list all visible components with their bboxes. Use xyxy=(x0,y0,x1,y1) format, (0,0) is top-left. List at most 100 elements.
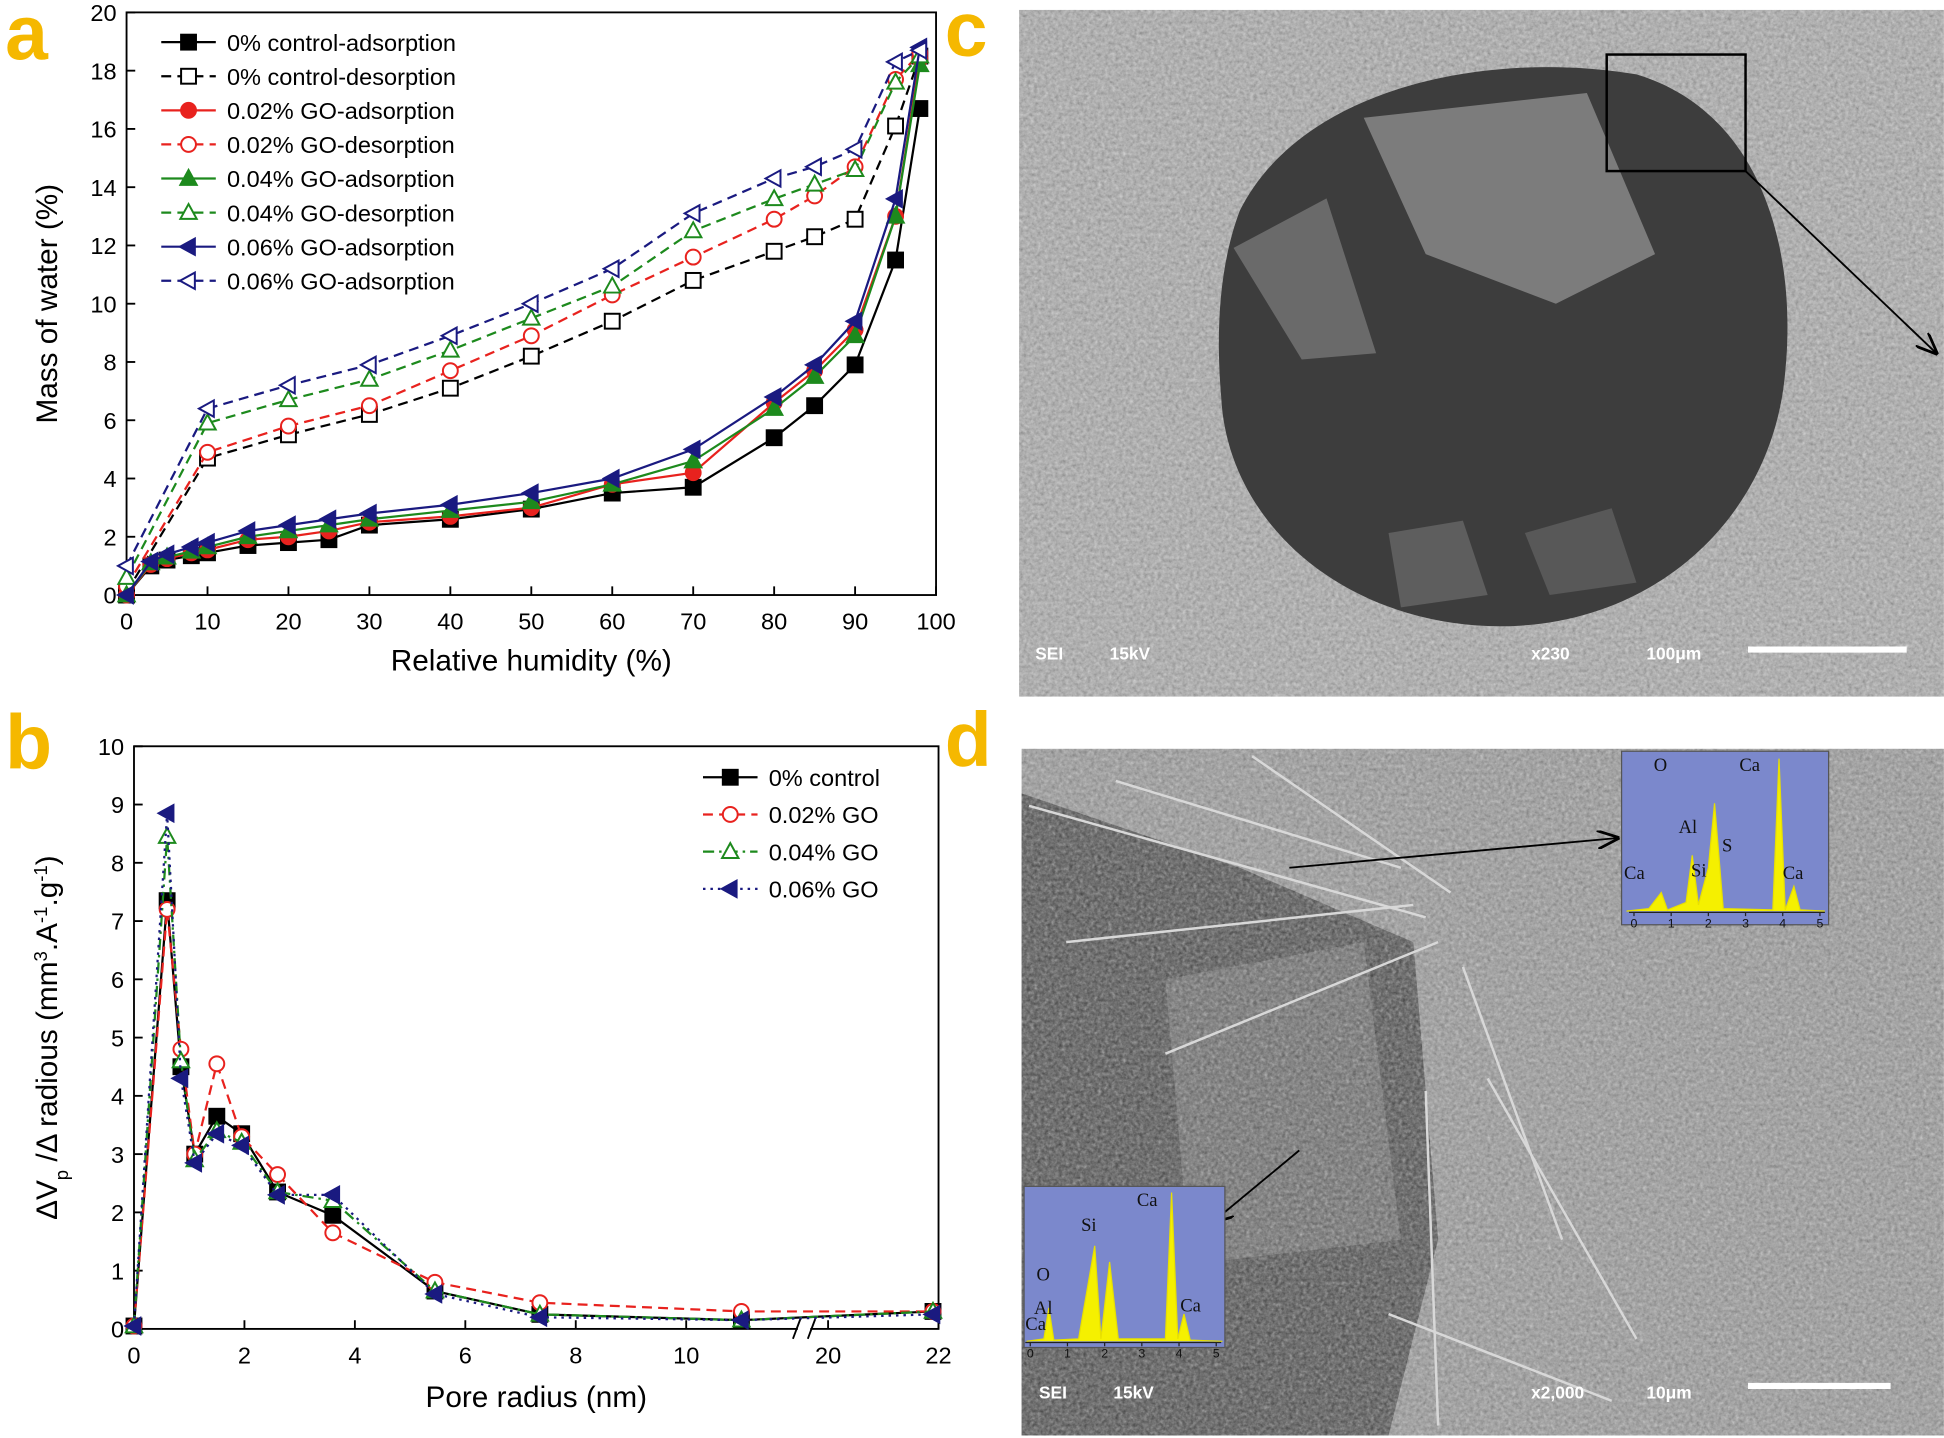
marker xyxy=(360,397,378,415)
axis-break-gap xyxy=(797,1325,811,1333)
x-tick-label: 60 xyxy=(599,609,625,635)
marker xyxy=(885,205,906,224)
eds-tick-label: 5 xyxy=(1816,916,1823,930)
series-line xyxy=(125,49,921,567)
series-line xyxy=(132,909,934,1327)
legend-marker xyxy=(180,101,197,119)
marker xyxy=(358,355,377,375)
marker xyxy=(844,311,863,332)
marker xyxy=(522,347,540,365)
legend-label: 0.04% GO-desorption xyxy=(227,200,455,226)
y-tick-label: 5 xyxy=(111,1025,124,1051)
legend-marker xyxy=(719,878,738,899)
marker xyxy=(266,1185,285,1205)
marker xyxy=(269,1166,286,1183)
marker xyxy=(765,242,783,260)
x-tick-label: 50 xyxy=(518,609,544,635)
y-tick-label: 10 xyxy=(98,734,124,760)
eds-element: Si xyxy=(1691,860,1706,881)
y-tick-label: 10 xyxy=(90,291,116,317)
y-tick-label: 4 xyxy=(111,1084,124,1110)
eds-tick-label: 4 xyxy=(1176,1346,1183,1360)
sem-info: 100μm xyxy=(1646,643,1701,663)
eds-element: Ca xyxy=(1137,1190,1158,1211)
sem-info: SEI xyxy=(1039,1382,1067,1402)
marker xyxy=(884,188,903,209)
y-axis-label-part: .g xyxy=(31,882,64,907)
sem-info: x2,000 xyxy=(1531,1382,1584,1402)
y-tick-label: 3 xyxy=(111,1142,124,1168)
marker xyxy=(603,312,621,330)
marker xyxy=(806,397,824,415)
x-tick-label: 8 xyxy=(569,1343,582,1369)
eds-tick-label: 2 xyxy=(1101,1346,1108,1360)
pore xyxy=(1218,67,1788,627)
panel-label: d xyxy=(945,697,992,783)
eds-element: Si xyxy=(1081,1215,1097,1236)
marker xyxy=(846,210,864,228)
marker xyxy=(197,412,218,431)
y-tick-label: 2 xyxy=(111,1200,124,1226)
x-tick-label: 30 xyxy=(356,609,382,635)
marker xyxy=(424,1284,443,1304)
axis-break xyxy=(806,1318,817,1340)
marker xyxy=(520,293,539,314)
eds-tick-label: 4 xyxy=(1779,916,1786,930)
arrow xyxy=(1289,838,1618,869)
marker xyxy=(277,515,296,535)
eds-tick-label: 5 xyxy=(1213,1346,1220,1360)
marker xyxy=(887,117,905,135)
legend-label: 0.02% GO-desorption xyxy=(227,132,455,158)
marker xyxy=(884,52,903,72)
legend-marker xyxy=(721,768,739,786)
marker xyxy=(846,356,864,374)
marker xyxy=(684,478,702,496)
marker xyxy=(322,1185,341,1205)
marker xyxy=(157,825,177,844)
marker xyxy=(885,71,906,90)
eds-tick-label: 3 xyxy=(1138,1346,1145,1360)
x-axis-label: Pore radius (nm) xyxy=(425,1381,647,1414)
y-tick-label: 14 xyxy=(90,175,116,201)
y-tick-label: 4 xyxy=(104,466,117,492)
marker xyxy=(683,450,704,469)
marker xyxy=(730,1310,749,1331)
x-tick-label: 10 xyxy=(194,609,220,635)
legend-marker xyxy=(178,167,199,186)
sem-image-d: O Ca Al Si S Ca Ca Ca Si O Al Ca Ca SEI … xyxy=(1021,748,1944,1436)
sem-info: 15kV xyxy=(1110,643,1151,663)
eds-element: Ca xyxy=(1739,755,1760,776)
eds-inset xyxy=(1023,1185,1226,1349)
x-tick-label: 90 xyxy=(842,609,868,635)
y-tick-label: 6 xyxy=(111,967,124,993)
sem-image-c: SEI 15kV x230 100μm xyxy=(1019,9,1944,697)
marker xyxy=(196,398,215,419)
marker xyxy=(520,483,539,503)
marker xyxy=(359,368,380,387)
legend-label: 0.02% GO-adsorption xyxy=(227,98,455,124)
marker xyxy=(324,1206,342,1224)
legend-label: 0.02% GO xyxy=(769,802,879,828)
crystal xyxy=(1363,92,1656,304)
legend-marker xyxy=(180,135,197,153)
eds-tick-label: 1 xyxy=(1668,916,1675,930)
x-tick-label: 100 xyxy=(916,609,955,635)
y-axis-label-part: -1 xyxy=(30,865,51,882)
legend-marker xyxy=(720,841,741,859)
marker xyxy=(115,585,134,605)
marker xyxy=(196,532,215,553)
sem-info: 15kV xyxy=(1113,1382,1154,1402)
marker xyxy=(522,327,540,345)
marker xyxy=(845,159,865,178)
x-tick-label: 0 xyxy=(120,609,133,635)
eds-element: Ca xyxy=(1025,1314,1046,1335)
legend-label: 0% control-desorption xyxy=(227,64,456,90)
series-line xyxy=(132,836,934,1327)
marker xyxy=(231,1135,249,1156)
marker xyxy=(156,544,175,565)
y-tick-label: 16 xyxy=(90,117,116,143)
legend-label: 0% control xyxy=(769,765,880,791)
legend-label: 0.04% GO-adsorption xyxy=(227,166,455,192)
marker xyxy=(280,417,297,435)
